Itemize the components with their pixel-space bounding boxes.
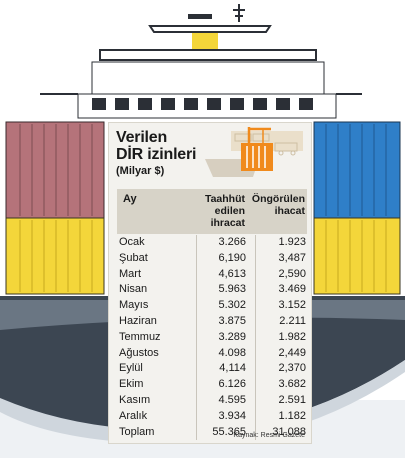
projected-cell: 3.469 — [278, 283, 306, 296]
table-subtitle: (Milyar $) — [116, 165, 165, 177]
committed-cell: 55.365 — [212, 425, 246, 438]
committed-cell: 3.875 — [218, 314, 246, 327]
month-cell: Temmuz — [119, 330, 161, 343]
ship-bridge — [40, 14, 362, 119]
table-row: Temmuz 3.289 1.982 — [117, 329, 307, 346]
table-row: Ağustos 4.098 2,449 — [117, 345, 307, 362]
title-line-2: DİR izinleri — [116, 146, 197, 163]
committed-cell: 4,613 — [218, 267, 246, 280]
column-header-committed: Taahhüt edilen ihracat — [204, 193, 245, 229]
projected-cell: 2,449 — [278, 346, 306, 359]
month-cell: Mart — [119, 267, 141, 280]
committed-cell: 4,114 — [219, 362, 246, 375]
projected-cell: 2,370 — [278, 362, 306, 375]
column-header-month: Ay — [123, 193, 137, 205]
month-cell: Ocak — [119, 236, 145, 248]
committed-cell: 3.266 — [218, 236, 246, 248]
left-red-containers — [5, 121, 105, 219]
table-title: Verilen DİR izinleri — [116, 129, 196, 163]
table-row: Nisan 5.963 3.469 — [117, 282, 307, 299]
projected-cell: 2.591 — [278, 393, 306, 406]
committed-cell: 6.126 — [218, 378, 246, 391]
projected-cell: 1.923 — [278, 236, 306, 248]
committed-cell: 5.963 — [218, 283, 246, 296]
month-cell: Haziran — [119, 314, 157, 327]
projected-cell: 2.211 — [279, 314, 306, 327]
projected-cell: 1.182 — [278, 409, 306, 422]
committed-cell: 4.595 — [218, 393, 246, 406]
left-yellow-containers — [5, 217, 105, 295]
table-row: Aralık 3.934 1.182 — [117, 408, 307, 425]
ship-mast-icon — [233, 4, 245, 22]
table-header: Ay Taahhüt edilen ihracat Öngörülen ihac… — [117, 189, 307, 234]
month-cell: Şubat — [119, 251, 148, 264]
port-crane-icon — [205, 127, 303, 177]
table-body: Ocak 3.266 1.923 Şubat 6,190 3,487 Mart … — [117, 235, 307, 441]
column-header-projected: Öngörülen ihacat — [251, 193, 305, 217]
table-row: Kasım 4.595 2.591 — [117, 392, 307, 409]
month-cell: Kasım — [119, 393, 151, 406]
table-row: Ekim 6.126 3.682 — [117, 377, 307, 393]
month-cell: Nisan — [119, 283, 148, 296]
projected-cell: 1.982 — [278, 330, 306, 343]
table-row-total: Toplam 55.365 31.088 — [117, 424, 307, 441]
source-note: Kaynak: Resmi Gazete — [233, 432, 305, 439]
committed-cell: 6,190 — [218, 251, 246, 264]
table-row: Ocak 3.266 1.923 — [117, 235, 307, 251]
table-row: Şubat 6,190 3,487 — [117, 250, 307, 267]
committed-cell: 3.934 — [218, 409, 246, 422]
month-cell: Ekim — [119, 378, 144, 391]
month-cell: Toplam — [119, 425, 155, 438]
month-cell: Eylül — [119, 362, 143, 375]
projected-cell: 31.088 — [272, 425, 306, 438]
committed-cell: 4.098 — [218, 346, 246, 359]
right-yellow-containers — [313, 217, 401, 295]
month-cell: Aralık — [119, 409, 148, 422]
right-blue-containers — [313, 121, 401, 219]
table-row: Mayıs 5.302 3.152 — [117, 298, 307, 314]
export-permits-table-card: Verilen DİR izinleri (Milyar $) Ay Taahh… — [108, 122, 312, 444]
table-row: Eylül 4,114 2,370 — [117, 361, 307, 378]
committed-cell: 3.289 — [218, 330, 246, 343]
title-line-1: Verilen — [116, 129, 168, 146]
projected-cell: 3.152 — [278, 299, 306, 312]
projected-cell: 2,590 — [278, 267, 306, 280]
committed-cell: 5.302 — [218, 299, 246, 312]
month-cell: Ağustos — [119, 346, 159, 359]
projected-cell: 3,487 — [278, 251, 306, 264]
month-cell: Mayıs — [119, 299, 149, 312]
projected-cell: 3.682 — [278, 378, 306, 391]
table-row: Mart 4,613 2,590 — [117, 266, 307, 283]
table-row: Haziran 3.875 2.211 — [117, 313, 307, 330]
